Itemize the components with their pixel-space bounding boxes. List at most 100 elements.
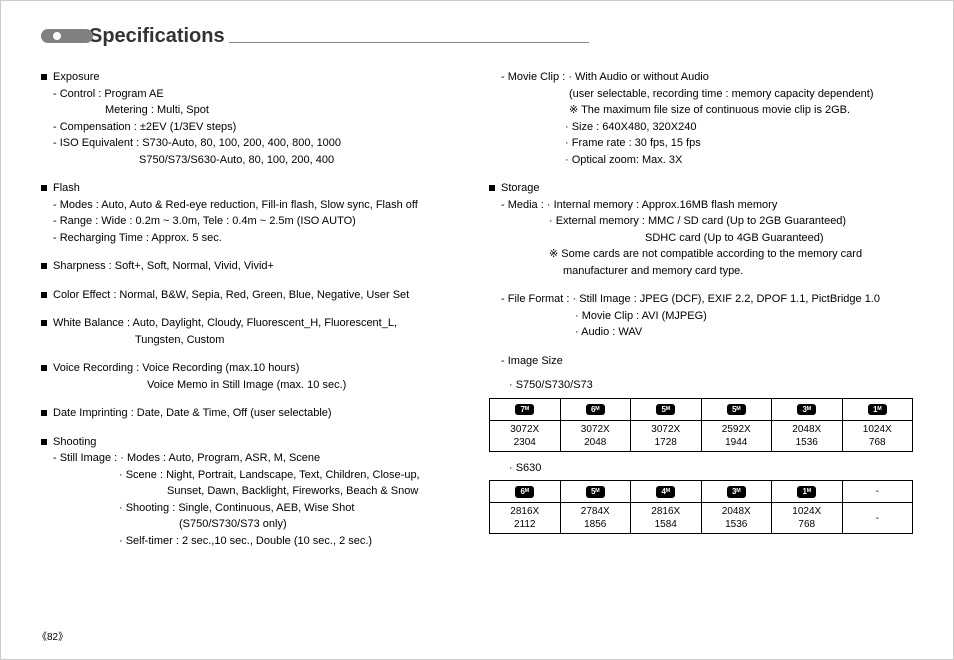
img-table-cell: 2816X1584: [631, 503, 702, 534]
movie-fps: · Frame rate : 30 fps, 15 fps: [489, 135, 913, 152]
img-table-cell: 2592X1944: [701, 420, 772, 451]
movie-l1: - Movie Clip : · With Audio or without A…: [489, 69, 913, 86]
shoot-shoot2: (S750/S730/S73 only): [41, 516, 465, 533]
sec-wb: White Balance : Auto, Daylight, Cloudy, …: [41, 315, 465, 348]
movie-l2: (user selectable, recording time : memor…: [489, 86, 913, 103]
img-table-cell: 2816X2112: [490, 503, 561, 534]
img-table-cell: 3072X1728: [631, 420, 702, 451]
resolution-icon: 5ᴹ: [656, 404, 675, 416]
storage-media: - Media : · Internal memory : Approx.16M…: [489, 197, 913, 214]
img-table-header: 5ᴹ: [701, 398, 772, 420]
img-table-cell: 1024X768: [772, 503, 843, 534]
img-table-header: 3ᴹ: [772, 398, 843, 420]
page-title: Specifications: [89, 21, 225, 51]
movie-size: · Size : 640X480, 320X240: [489, 119, 913, 136]
ff2: · Movie Clip : AVI (MJPEG): [489, 308, 913, 325]
exposure-control: - Control : Program AE: [41, 86, 465, 103]
img-table-cell: -: [842, 503, 913, 534]
imgsize-head: - Image Size: [489, 353, 913, 370]
sec-storage: Storage - Media : · Internal memory : Ap…: [489, 180, 913, 279]
flash-range: - Range : Wide : 0.2m ~ 3.0m, Tele : 0.4…: [41, 213, 465, 230]
storage-ext1: · External memory : MMC / SD card (Up to…: [489, 213, 913, 230]
shoot-self: · Self-timer : 2 sec.,10 sec., Double (1…: [41, 533, 465, 550]
date: Date Imprinting : Date, Date & Time, Off…: [53, 405, 332, 422]
img-table-cell: 2784X1856: [560, 503, 631, 534]
sec-date: Date Imprinting : Date, Date & Time, Off…: [41, 405, 465, 422]
img-table-header: 5ᴹ: [560, 481, 631, 503]
flash-head: Flash: [53, 180, 80, 197]
col-left: Exposure - Control : Program AE Metering…: [41, 69, 465, 619]
resolution-icon: 3ᴹ: [727, 486, 746, 498]
img-table-header: 7ᴹ: [490, 398, 561, 420]
sec-exposure: Exposure - Control : Program AE Metering…: [41, 69, 465, 168]
wb2: Tungsten, Custom: [41, 332, 465, 349]
sec-imgsize: - Image Size · S750/S730/S73 7ᴹ 6ᴹ 5ᴹ 5ᴹ 3ᴹ 1…: [489, 353, 913, 535]
exposure-metering: Metering : Multi, Spot: [41, 102, 465, 119]
sec-shooting: Shooting - Still Image : · Modes : Auto,…: [41, 434, 465, 550]
flash-recharge: - Recharging Time : Approx. 5 sec.: [41, 230, 465, 247]
page-number: 《82》: [37, 630, 68, 645]
resolution-icon: 3ᴹ: [797, 404, 816, 416]
movie-l3: ※ The maximum file size of continuous mo…: [489, 102, 913, 119]
img-table-header: 1ᴹ: [772, 481, 843, 503]
img-table-cell: 1024X768: [842, 420, 913, 451]
img-table-cell: 3072X2304: [490, 420, 561, 451]
shoot-still: - Still Image : · Modes : Auto, Program,…: [41, 450, 465, 467]
columns: Exposure - Control : Program AE Metering…: [41, 69, 913, 619]
img-table-header: 1ᴹ: [842, 398, 913, 420]
resolution-icon: 6ᴹ: [515, 486, 534, 498]
storage-head: Storage: [501, 180, 540, 197]
col-right: - Movie Clip : · With Audio or without A…: [489, 69, 913, 619]
img-table-header: 3ᴹ: [701, 481, 772, 503]
sec-coloreffect: Color Effect : Normal, B&W, Sepia, Red, …: [41, 287, 465, 304]
resolution-icon: 1ᴹ: [868, 404, 887, 416]
coloreffect: Color Effect : Normal, B&W, Sepia, Red, …: [53, 287, 409, 304]
resolution-icon: 4ᴹ: [656, 486, 675, 498]
storage-note2: manufacturer and memory card type.: [489, 263, 913, 280]
shooting-head: Shooting: [53, 434, 96, 451]
exposure-comp: - Compensation : ±2EV (1/3EV steps): [41, 119, 465, 136]
vr1: Voice Recording : Voice Recording (max.1…: [53, 360, 299, 377]
img-table-2: 6ᴹ 5ᴹ 4ᴹ 3ᴹ 1ᴹ - 2816X21122784X18562816X15842…: [489, 480, 913, 534]
sec-movie: - Movie Clip : · With Audio or without A…: [489, 69, 913, 168]
ff3: · Audio : WAV: [489, 324, 913, 341]
title-underline: [229, 42, 589, 43]
resolution-icon: 5ᴹ: [727, 404, 746, 416]
img-table-header: 6ᴹ: [490, 481, 561, 503]
img-table-header: 4ᴹ: [631, 481, 702, 503]
img-table-header: 6ᴹ: [560, 398, 631, 420]
sec-fileformat: - File Format : · Still Image : JPEG (DC…: [489, 291, 913, 341]
cap2: · S630: [489, 460, 913, 477]
resolution-icon: 1ᴹ: [797, 486, 816, 498]
sharpness: Sharpness : Soft+, Soft, Normal, Vivid, …: [53, 258, 274, 275]
storage-ext2: SDHC card (Up to 4GB Guaranteed): [489, 230, 913, 247]
shoot-scene2: Sunset, Dawn, Backlight, Fireworks, Beac…: [41, 483, 465, 500]
wb1: White Balance : Auto, Daylight, Cloudy, …: [53, 315, 397, 332]
storage-note1: ※ Some cards are not compatible accordin…: [489, 246, 913, 263]
exposure-head: Exposure: [53, 69, 99, 86]
sec-vr: Voice Recording : Voice Recording (max.1…: [41, 360, 465, 393]
title-pill: [41, 29, 93, 43]
title-bar: Specifications: [41, 21, 589, 51]
sec-sharpness: Sharpness : Soft+, Soft, Normal, Vivid, …: [41, 258, 465, 275]
exposure-iso1: - ISO Equivalent : S730-Auto, 80, 100, 2…: [41, 135, 465, 152]
img-table-1: 7ᴹ 6ᴹ 5ᴹ 5ᴹ 3ᴹ 1ᴹ 3072X23043072X20483072X1728…: [489, 398, 913, 452]
resolution-icon: 6ᴹ: [586, 404, 605, 416]
movie-zoom: · Optical zoom: Max. 3X: [489, 152, 913, 169]
img-table-header: 5ᴹ: [631, 398, 702, 420]
title-dot: [53, 32, 61, 40]
img-table-cell: 3072X2048: [560, 420, 631, 451]
vr2: Voice Memo in Still Image (max. 10 sec.): [41, 377, 465, 394]
exposure-iso2: S750/S73/S630-Auto, 80, 100, 200, 400: [41, 152, 465, 169]
img-table-header: -: [842, 481, 913, 503]
sec-flash: Flash - Modes : Auto, Auto & Red-eye red…: [41, 180, 465, 246]
img-table-cell: 2048X1536: [701, 503, 772, 534]
resolution-icon: 7ᴹ: [515, 404, 534, 416]
resolution-icon: 5ᴹ: [586, 486, 605, 498]
flash-modes: - Modes : Auto, Auto & Red-eye reduction…: [41, 197, 465, 214]
shoot-scene1: · Scene : Night, Portrait, Landscape, Te…: [41, 467, 465, 484]
cap1: · S750/S730/S73: [489, 377, 913, 394]
img-table-cell: 2048X1536: [772, 420, 843, 451]
ff1: - File Format : · Still Image : JPEG (DC…: [489, 291, 913, 308]
shoot-shoot1: · Shooting : Single, Continuous, AEB, Wi…: [41, 500, 465, 517]
